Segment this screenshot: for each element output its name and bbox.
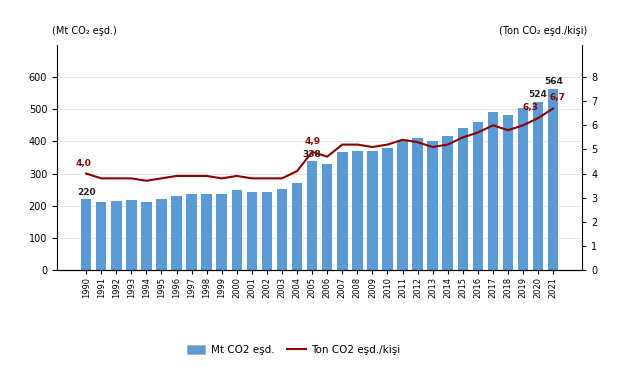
Bar: [533, 102, 543, 270]
Text: 338: 338: [303, 150, 322, 159]
Legend: Mt CO2 eşd., Ton CO2 eşd./kişi: Mt CO2 eşd., Ton CO2 eşd./kişi: [182, 341, 404, 359]
Bar: [216, 194, 227, 270]
Bar: [548, 89, 558, 270]
Bar: [367, 151, 378, 270]
Text: 524: 524: [529, 90, 548, 99]
Bar: [382, 148, 392, 270]
Bar: [487, 112, 498, 270]
Bar: [96, 201, 106, 270]
Bar: [412, 138, 423, 270]
Bar: [307, 161, 317, 270]
Text: (Ton CO₂ eşd./kişi): (Ton CO₂ eşd./kişi): [499, 26, 587, 36]
Text: 564: 564: [544, 77, 563, 86]
Bar: [172, 196, 182, 270]
Bar: [201, 194, 212, 270]
Bar: [458, 128, 468, 270]
Bar: [292, 183, 303, 270]
Bar: [141, 201, 152, 270]
Bar: [156, 199, 166, 270]
Bar: [322, 164, 332, 270]
Bar: [398, 140, 408, 270]
Bar: [503, 115, 513, 270]
Bar: [352, 151, 363, 270]
Text: 6,3: 6,3: [523, 103, 539, 112]
Bar: [473, 122, 483, 270]
Bar: [337, 152, 348, 270]
Bar: [126, 200, 137, 270]
Bar: [232, 190, 242, 270]
Bar: [186, 194, 197, 270]
Bar: [247, 192, 257, 270]
Bar: [81, 199, 91, 270]
Bar: [261, 192, 272, 270]
Text: 220: 220: [77, 188, 96, 197]
Text: 4,0: 4,0: [75, 159, 91, 168]
Bar: [427, 141, 438, 270]
Bar: [518, 108, 529, 270]
Text: (Mt CO₂ eşd.): (Mt CO₂ eşd.): [52, 26, 116, 36]
Bar: [277, 189, 287, 270]
Text: 4,9: 4,9: [304, 137, 320, 146]
Bar: [442, 136, 453, 270]
Text: 6,7: 6,7: [549, 93, 566, 102]
Bar: [111, 201, 122, 270]
